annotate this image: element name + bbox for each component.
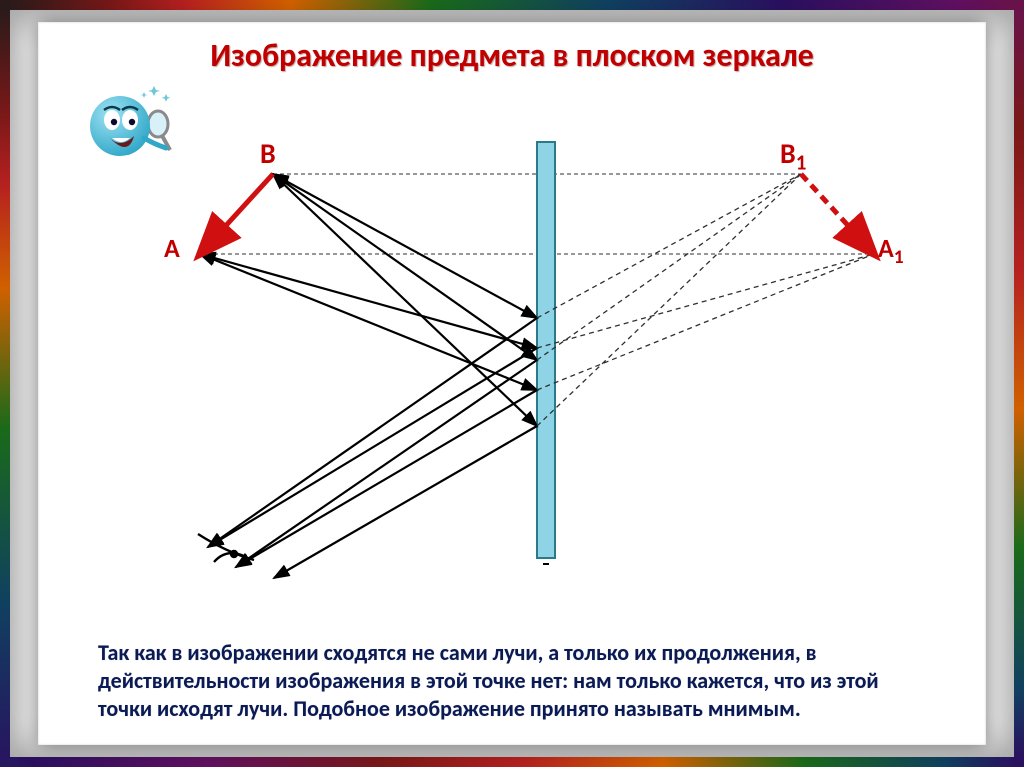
rainbow-frame: Изображение предмета в плоском зеркале — [0, 0, 1024, 767]
footnote-text: Так как в изображении сходятся не сами л… — [98, 639, 926, 723]
label-B-text: B — [260, 136, 276, 171]
rays-from-A — [200, 254, 537, 567]
optics-diagram — [38, 22, 1006, 582]
label-A1-sub: 1 — [894, 245, 904, 269]
label-A-text: A — [164, 232, 180, 264]
label-A: A — [164, 232, 180, 264]
object-arrow-real — [200, 174, 273, 254]
object-arrow-virtual — [801, 174, 874, 254]
virtual-continuations — [537, 174, 874, 426]
observer-eye-icon — [198, 534, 254, 562]
label-B: B — [260, 136, 276, 171]
label-B1-sub: 1 — [796, 150, 807, 176]
page-surface: Изображение предмета в плоском зеркале — [38, 22, 986, 745]
label-A1-text: A — [878, 232, 894, 264]
label-B1-text: B — [780, 136, 796, 171]
label-A1: A1 — [878, 232, 904, 269]
label-B1: B1 — [780, 136, 806, 176]
